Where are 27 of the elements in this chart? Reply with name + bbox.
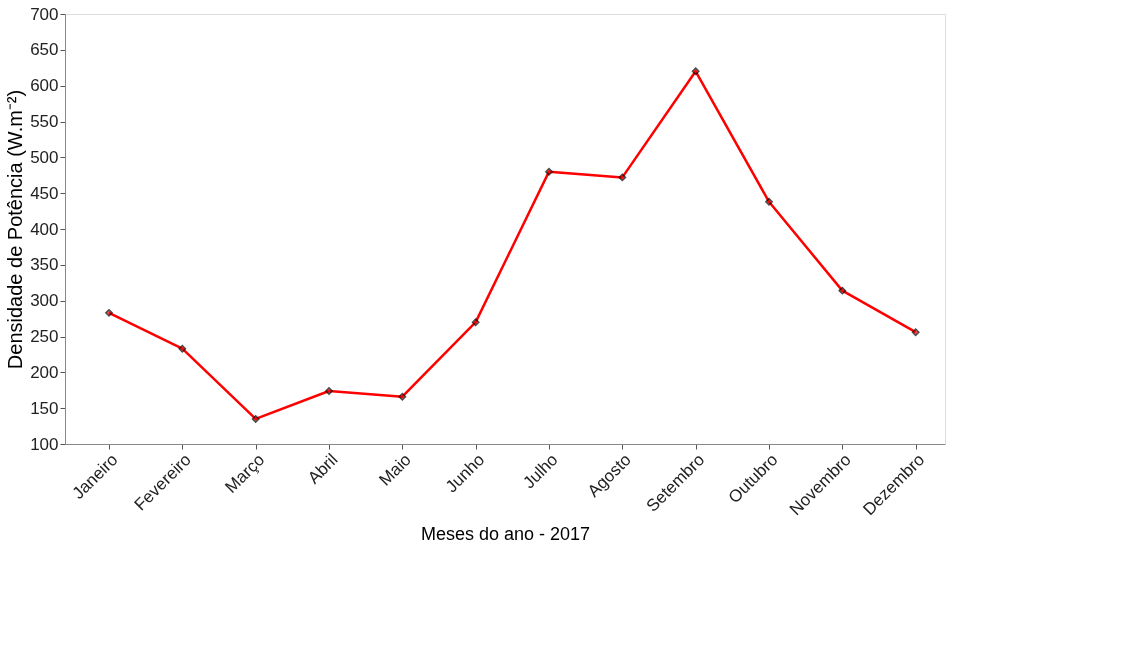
point	[545, 167, 553, 176]
y-tick-label: 300	[30, 291, 59, 311]
y-tick-label: 350	[30, 255, 59, 275]
point	[618, 173, 627, 182]
y-tick-label: 150	[30, 398, 59, 418]
point	[911, 328, 920, 337]
point	[251, 415, 260, 423]
y-tick-label: 200	[30, 362, 59, 382]
point	[178, 344, 187, 353]
y-tick-label: 500	[30, 147, 59, 167]
y-tick-label: 650	[30, 40, 59, 60]
point	[838, 286, 847, 295]
y-tick-label: 700	[30, 4, 59, 24]
point	[105, 308, 113, 317]
point	[765, 197, 773, 206]
y-tick-label: 100	[30, 434, 59, 454]
y-tick-label: 250	[30, 327, 59, 346]
y-axis-title: Densidade de Potência (W.m⁻²)	[4, 89, 27, 370]
point	[691, 67, 700, 76]
y-tick-label: 400	[30, 219, 59, 239]
point	[398, 392, 407, 401]
x-axis-title: Meses do ano - 2017	[420, 524, 591, 545]
point	[471, 318, 480, 327]
y-tick-label: 450	[30, 183, 59, 203]
y-tick-label: 550	[30, 112, 59, 131]
y-tick-label: 600	[30, 76, 59, 96]
point	[325, 387, 333, 395]
